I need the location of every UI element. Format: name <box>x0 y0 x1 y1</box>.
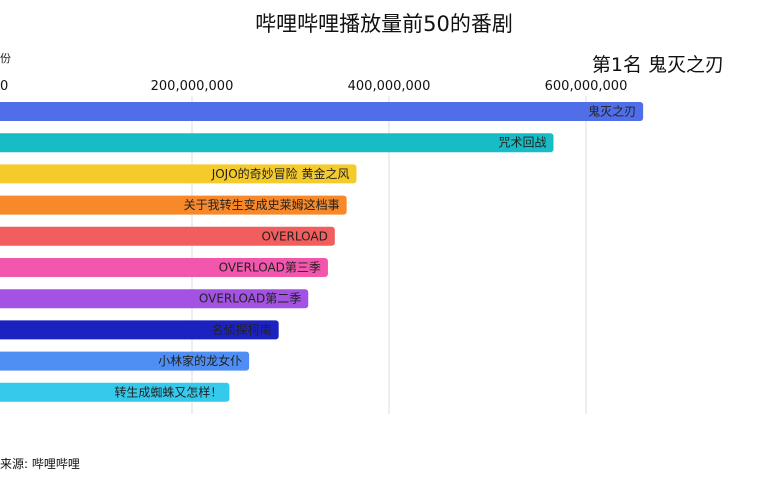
bar-label: 转生成蜘蛛又怎样！ <box>114 384 222 399</box>
bar-label: OVERLOAD第三季 <box>219 261 321 275</box>
bar <box>0 195 347 215</box>
bar-label: 鬼灭之刃 <box>588 104 636 119</box>
bar <box>0 226 335 246</box>
bar-label: 关于我转生变成史莱姆这档事 <box>184 197 340 212</box>
bar <box>0 133 554 153</box>
bar <box>0 289 309 309</box>
bar <box>0 258 328 277</box>
bar <box>0 102 644 121</box>
bar-label: JOJO的奇妙冒险 黄金之风 <box>211 166 350 181</box>
x-tick-label: 600,000,000 <box>545 79 628 94</box>
x-tick-label: 400,000,000 <box>348 79 431 94</box>
bar-label: OVERLOAD第二季 <box>199 292 301 306</box>
bar <box>0 351 250 371</box>
chart-title: 哔哩哔哩播放量前50的番剧 <box>255 12 513 36</box>
x-tick-label: 200,000,000 <box>151 79 234 94</box>
bar <box>0 382 230 402</box>
bar-label: OVERLOAD <box>262 229 328 243</box>
bar <box>0 164 357 184</box>
bar-label: 名侦探柯南 <box>212 322 272 337</box>
bar-label: 咒术回战 <box>498 136 546 150</box>
unit-label: 份 <box>0 52 11 65</box>
current-rank-label: 第1名 鬼灭之刃 <box>591 54 724 76</box>
bar-label: 小林家的龙女仆 <box>158 353 242 368</box>
x-tick-label: 0 <box>0 79 8 94</box>
bar <box>0 320 279 340</box>
source-label: 来源: 哔哩哔哩 <box>0 457 80 471</box>
